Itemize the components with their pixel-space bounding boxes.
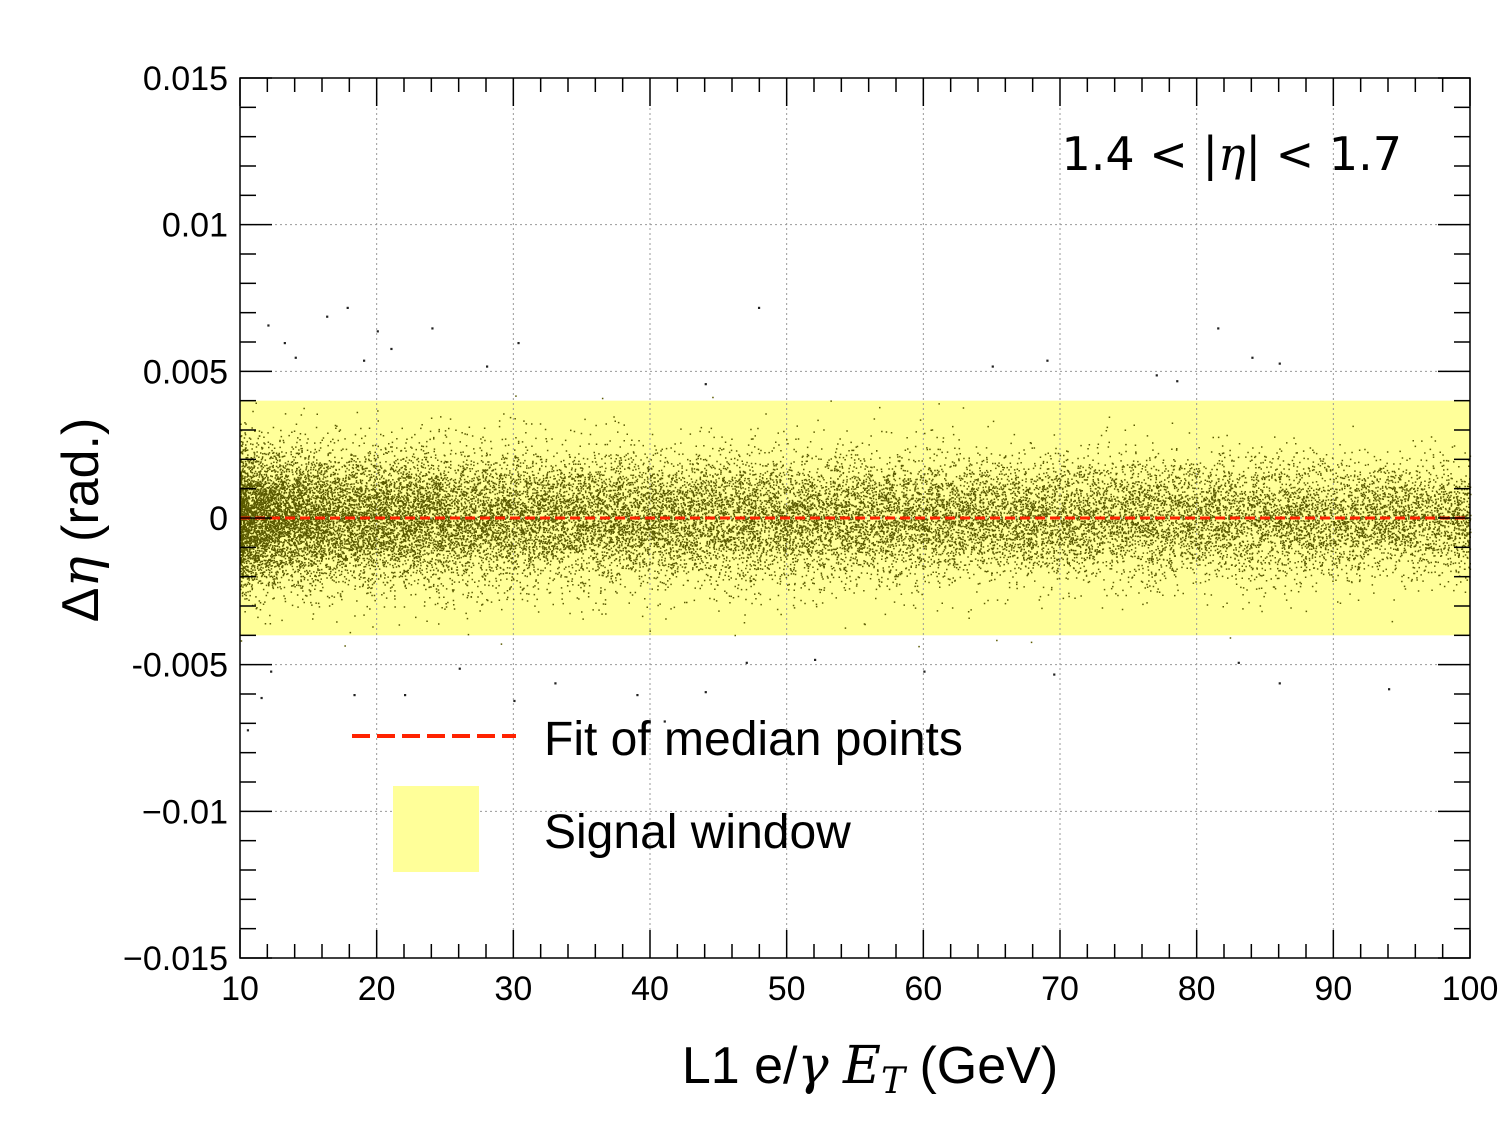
scatter-outlier-point [1388, 688, 1391, 691]
scatter-outlier-point [1278, 682, 1281, 685]
y-tick-label: 0.005 [143, 353, 228, 391]
tick-label-layer: 10 20 30 40 50 60 70 80 90 100 −0.015 −0.01 -0.005 0 0… [123, 60, 1498, 1008]
scatter-outlier-point [554, 682, 557, 685]
scatter-outlier-point [1278, 362, 1281, 365]
scatter-outlier-point [326, 315, 329, 318]
scatter-points [240, 395, 1472, 648]
scatter-outlier-point [513, 699, 516, 703]
x-tick-label: 60 [904, 970, 942, 1008]
y-tick-label: −0.01 [142, 793, 228, 831]
scatter-outlier-point [346, 306, 349, 309]
scatter-outlier-point [704, 691, 707, 694]
scatter-outlier-point [1251, 356, 1254, 359]
y-tick-label: 0.015 [143, 60, 228, 98]
scatter-outlier-point [1217, 327, 1220, 330]
scatter-outlier-point [458, 667, 461, 670]
scatter-outlier-point [260, 696, 263, 700]
x-tick-label: 90 [1314, 970, 1352, 1008]
scatter-outlier-point [486, 365, 489, 368]
x-tick-label: 70 [1041, 970, 1079, 1008]
x-tick-label: 80 [1178, 970, 1216, 1008]
x-tick-label: 30 [494, 970, 532, 1008]
x-tick-label: 40 [631, 970, 669, 1008]
scatter-outlier-point [517, 342, 520, 345]
x-tick-label: 10 [221, 970, 259, 1008]
scatter-outlier-point [757, 306, 761, 309]
scatter-outlier-point [363, 359, 366, 362]
y-tick-label: 0.01 [162, 207, 228, 245]
scatter-outlier-point [1155, 374, 1158, 377]
scatter-outlier-point [636, 694, 639, 697]
y-tick-label: −0.015 [123, 940, 228, 978]
scatter-outlier-point [404, 694, 407, 697]
scatter-outlier-point [270, 670, 273, 673]
y-axis-title: Δη (rad.) [51, 418, 111, 623]
x-tick-label: 20 [358, 970, 396, 1008]
x-axis-title: L1 e/γ ET (GeV) [682, 1036, 1058, 1102]
x-tick-label: 100 [1442, 970, 1499, 1008]
plot-frame-layer [239, 77, 1471, 959]
scatter-outlier-point [283, 342, 286, 345]
legend-signal-window-swatch [393, 786, 479, 872]
scatter-outlier-point [745, 661, 748, 664]
scatter-outlier-point [1053, 673, 1056, 676]
scatter-outlier-point [390, 347, 393, 351]
scatter-outlier-point [1176, 380, 1179, 383]
legend-signal-window-label: Signal window [544, 806, 851, 859]
scatter-outlier-point [1046, 359, 1049, 362]
y-tick-label: -0.005 [132, 647, 228, 685]
y-tick-label: 0 [209, 500, 228, 538]
scatter-outlier-point [246, 729, 250, 732]
scatter-outlier-point [814, 658, 817, 661]
scatter-outlier-point [267, 324, 270, 327]
scatter-outlier-point [376, 330, 379, 333]
scatter-points-layer [240, 306, 1472, 732]
eta-range-annotation: 1.4 < |η| < 1.7 [1062, 127, 1402, 182]
legend: Fit of median points Signal window [352, 713, 963, 872]
scatter-outlier-point [923, 670, 926, 673]
x-tick-label: 50 [768, 970, 806, 1008]
legend-fit-label: Fit of median points [544, 713, 963, 766]
scatter-outlier-point [704, 383, 707, 386]
scatter-outlier-point [431, 327, 434, 330]
scatter-outlier-point [991, 365, 994, 368]
scatter-outlier-point [1237, 661, 1240, 664]
scatter-outlier-point [663, 720, 666, 723]
scatter-outlier-point [353, 694, 356, 697]
scatter-outlier-point [294, 356, 297, 359]
